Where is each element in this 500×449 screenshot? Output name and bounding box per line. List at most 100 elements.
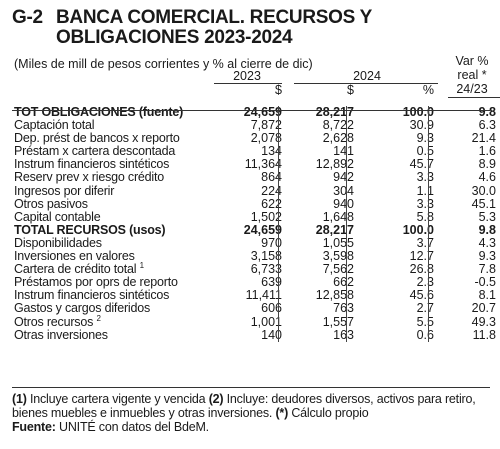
divider: [214, 83, 282, 84]
table-row: Gastos y cargos diferidos 606 763 2.7 20.7: [12, 301, 496, 316]
var-header-line2: real *: [457, 68, 487, 82]
share-percent: 0.6: [416, 327, 434, 342]
value-2024: 1,557: [322, 314, 354, 329]
divider: [12, 110, 490, 111]
row-label: Instrum financieros sintéticos: [14, 289, 169, 302]
row-label: Reserv prev x riesgo crédito: [14, 171, 164, 184]
value-2024: 28,217: [315, 222, 354, 237]
value-2024: 304: [333, 183, 354, 198]
note-1-mark: (1): [12, 392, 27, 406]
real-variation: 7.8: [478, 262, 496, 277]
row-label-text: TOTAL RECURSOS (usos): [14, 222, 166, 237]
share-percent: 5.5: [416, 314, 434, 329]
real-variation: 8.1: [478, 288, 496, 303]
share-percent: 45.6: [409, 288, 434, 303]
row-label-text: Dep. prést de bancos x reporto: [14, 131, 180, 146]
row-label: Ingresos por diferir: [14, 184, 114, 198]
share-percent: 45.7: [409, 157, 434, 172]
row-label: Captación total: [14, 118, 95, 133]
value-2023: 224: [261, 183, 282, 198]
share-percent: 2.3: [416, 275, 434, 290]
row-label: Dep. prést de bancos x reporto: [14, 132, 180, 145]
share-percent: 100.0: [402, 222, 434, 237]
var-header: Var % real * 24/23: [444, 54, 500, 96]
real-variation: 9.3: [478, 249, 496, 264]
currency-2024-header: $: [347, 83, 354, 97]
value-2024: 12,858: [315, 288, 354, 303]
note-3-text: Cálculo propio: [288, 406, 369, 420]
value-2024: 141: [333, 144, 354, 159]
row-label-text: Instrum financieros sintéticos: [14, 157, 170, 172]
table-title-text: BANCA COMERCIAL. RECURSOS Y OBLIGACIONES…: [56, 7, 372, 48]
row-label: Gastos y cargos diferidos: [14, 302, 150, 315]
table-row: Préstam x cartera descontada 134 141 0.5 1.6: [12, 144, 496, 159]
value-2024: 942: [333, 170, 354, 185]
real-variation: -0.5: [474, 275, 496, 290]
note-3-mark: (*): [275, 406, 289, 420]
table-row: Instrum financieros sintéticos 11,411 12,8…: [12, 288, 496, 303]
real-variation: 20.7: [471, 301, 496, 316]
value-2023: 606: [261, 301, 282, 316]
value-2023: 864: [261, 170, 282, 185]
row-label: Préstam x cartera descontada: [14, 145, 175, 158]
row-label: Otros recursos 2: [14, 313, 101, 329]
row-label: TOT OBLIGACIONES (fuente): [14, 105, 184, 119]
table-header: (Miles de mill de pesos corrientes y % a…: [12, 54, 500, 106]
row-label-text: Préstamos por oprs de reporto: [14, 275, 178, 290]
value-2024: 662: [333, 275, 354, 290]
source-label: Fuente:: [12, 420, 56, 434]
table-row: TOT OBLIGACIONES (fuente) 24,659 28,217 100…: [12, 105, 496, 119]
table-body: TOT OBLIGACIONES (fuente) 24,659 28,217 100…: [12, 105, 496, 342]
table-row: Captación total 7,872 8,722 30.9 6.3: [12, 118, 496, 133]
row-label: Otros pasivos: [14, 197, 88, 211]
var-header-line3: 24/23: [456, 82, 488, 96]
real-variation: 21.4: [471, 131, 496, 146]
divider: [12, 387, 490, 388]
row-label-text: Captación total: [14, 118, 95, 133]
row-label-text: Inversiones en valores: [14, 249, 135, 264]
row-label-text: Disponibilidades: [14, 235, 102, 250]
value-2023: 3,158: [250, 249, 282, 264]
row-label-text: Gastos y cargos diferidos: [14, 301, 151, 316]
row-label: Disponibilidades: [14, 235, 102, 250]
footnote-ref: 1: [139, 260, 144, 270]
column-divider: [346, 106, 347, 342]
column-divider: [428, 106, 429, 342]
real-variation: 45.1: [471, 196, 496, 211]
divider: [294, 83, 438, 84]
real-variation: 8.9: [478, 157, 496, 172]
footnote-ref: 2: [96, 313, 101, 323]
share-percent: 3.3: [416, 196, 434, 211]
real-variation: 4.3: [478, 235, 496, 250]
value-2024: 940: [333, 196, 354, 211]
note-2-text: Incluye: deudores diversos, activos para…: [12, 392, 476, 420]
row-label-text: Otros recursos: [14, 314, 94, 329]
table-row: Préstamos por oprs de reporto 639 662 2.3 -0…: [12, 275, 496, 290]
source-text: UNITÉ con datos del BdeM.: [55, 420, 209, 434]
table-title: G-2 BANCA COMERCIAL. RECURSOS Y OBLIGACI…: [12, 8, 490, 48]
year-2023-header: 2023: [233, 69, 261, 83]
units-note: (Miles de mill de pesos corrientes y % a…: [14, 57, 313, 71]
table-row: Ingresos por diferir 224 304 1.1 30.0: [12, 183, 496, 198]
value-2023: 1,001: [250, 314, 282, 329]
row-label: Inversiones en valores: [14, 249, 135, 264]
value-2024: 163: [333, 327, 354, 342]
real-variation: 5.3: [478, 209, 496, 224]
note-2-mark: (2): [208, 392, 224, 406]
share-percent: 100.0: [402, 105, 434, 119]
share-percent: 3.3: [416, 170, 434, 185]
value-2023: 1,502: [250, 209, 282, 224]
value-2024: 763: [333, 301, 354, 316]
table-row: Reserv prev x riesgo crédito 864 942 3.3 4.6: [12, 170, 496, 185]
value-2023: 970: [261, 235, 282, 250]
real-variation: 11.8: [472, 327, 496, 342]
value-2023: 134: [261, 144, 282, 159]
row-label-text: TOT OBLIGACIONES (fuente): [14, 105, 184, 119]
row-label: Cartera de crédito total 1: [14, 260, 144, 276]
value-2023: 2,078: [250, 131, 282, 146]
row-label-text: Capital contable: [14, 209, 101, 224]
real-variation: 1.6: [478, 144, 496, 159]
year-2024-header: 2024: [353, 69, 381, 83]
table-row: Otras inversiones 140 163 0.6 11.8: [12, 327, 496, 342]
